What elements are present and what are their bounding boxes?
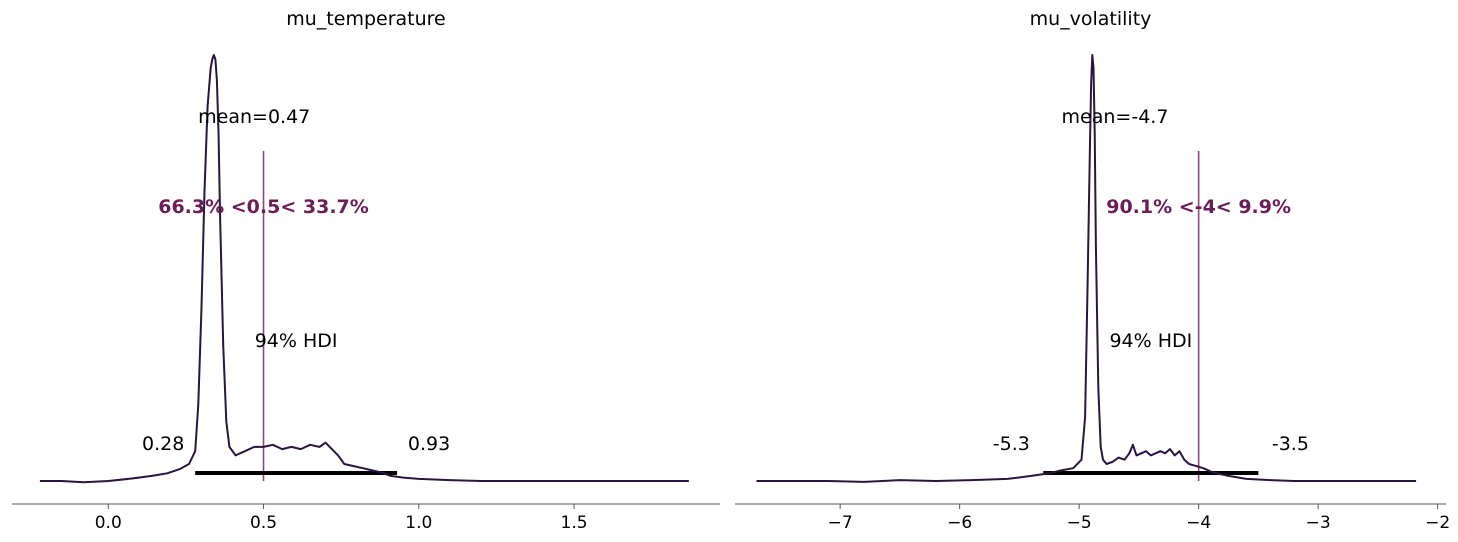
hdi-label: 94% HDI bbox=[255, 330, 338, 352]
x-tick-label: 1.5 bbox=[561, 513, 588, 533]
density-curve bbox=[756, 54, 1417, 483]
hdi-low-label: -5.3 bbox=[993, 433, 1030, 455]
mean-label: mean=-4.7 bbox=[1062, 106, 1169, 128]
x-tick-label: 0.0 bbox=[95, 513, 122, 533]
hdi-low-label: 0.28 bbox=[142, 433, 184, 455]
x-tick-label: −3 bbox=[1306, 513, 1331, 533]
panel-mu-volatility: mu_volatility −7 −6 −5 −4 −3 −2 mean=-4.7 90.1% … bbox=[735, 8, 1450, 533]
x-tick-label: −4 bbox=[1186, 513, 1211, 533]
panel-mu-temperature: mu_temperature 0.0 0.5 1.0 1.5 mean=0.47 66.3%… bbox=[12, 8, 720, 533]
hdi-label: 94% HDI bbox=[1109, 330, 1192, 352]
panel-title: mu_volatility bbox=[1030, 8, 1152, 30]
x-tick-label: 1.0 bbox=[405, 513, 432, 533]
reference-percent-label: 66.3% <0.5< 33.7% bbox=[158, 196, 369, 218]
x-tick-label: −7 bbox=[828, 513, 853, 533]
x-tick-label: −6 bbox=[947, 513, 972, 533]
mean-label: mean=0.47 bbox=[198, 106, 310, 128]
hdi-high-label: 0.93 bbox=[408, 433, 450, 455]
x-tick-label: 0.5 bbox=[250, 513, 277, 533]
reference-percent-label: 90.1% <-4< 9.9% bbox=[1106, 196, 1291, 218]
density-curve bbox=[39, 54, 689, 484]
x-tick-label: −2 bbox=[1425, 513, 1450, 533]
hdi-high-label: -3.5 bbox=[1272, 433, 1309, 455]
x-tick-label: −5 bbox=[1067, 513, 1092, 533]
panel-title: mu_temperature bbox=[286, 8, 445, 30]
